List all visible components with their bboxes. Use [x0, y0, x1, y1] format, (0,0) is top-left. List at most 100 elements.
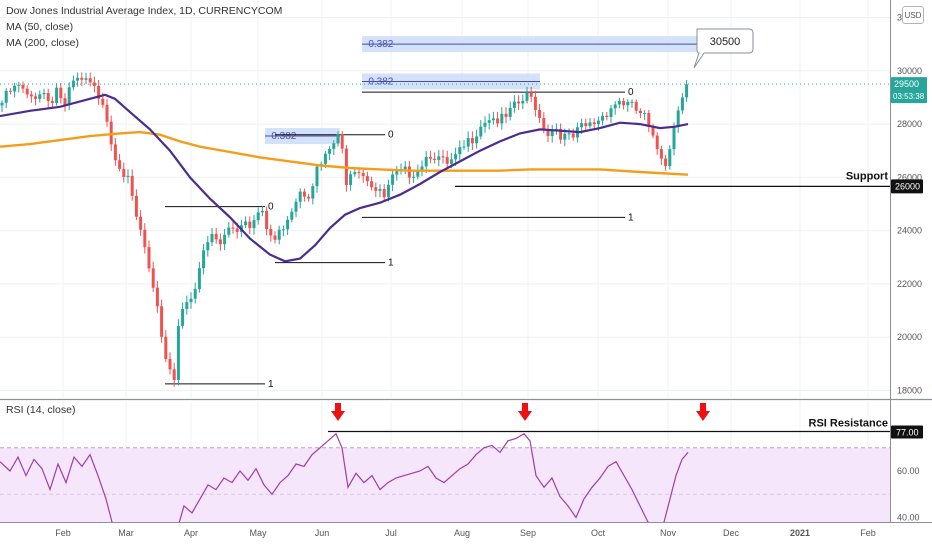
ma50-line [0, 93, 689, 263]
candle [189, 292, 193, 309]
candle [353, 168, 357, 177]
candle-body [664, 158, 668, 167]
rsi-band [0, 447, 890, 522]
candle [428, 150, 432, 164]
candle [420, 160, 424, 177]
candle [546, 124, 550, 143]
candle [370, 176, 374, 191]
candle [193, 282, 197, 304]
candle [533, 90, 537, 117]
arrow-shaft [335, 403, 341, 411]
candle [605, 112, 609, 121]
candle [685, 79, 689, 102]
currency-button[interactable]: USD [902, 6, 924, 24]
candle-body [378, 189, 382, 191]
candle-body [113, 144, 117, 161]
time-tick-label: Nov [660, 528, 677, 538]
candle-body [193, 289, 197, 299]
candle-body [273, 235, 277, 240]
candle-body [374, 187, 378, 191]
price-tick-label: 18000 [897, 386, 922, 396]
candle [437, 149, 441, 167]
candle [517, 95, 521, 111]
candle-body [365, 176, 369, 182]
candle-body [533, 96, 537, 110]
support-price-tag-text: 26000 [895, 181, 920, 191]
candle-body [189, 298, 193, 303]
candle [281, 225, 285, 237]
arrow-down-icon [331, 403, 345, 421]
candle-body [0, 102, 4, 106]
candle-body [34, 96, 38, 99]
candle-body [13, 85, 17, 92]
candle-body [470, 138, 474, 144]
time-tick-label: Sep [520, 528, 536, 538]
candle-body [315, 166, 319, 187]
candle [567, 128, 571, 140]
candle [349, 170, 353, 191]
candle [588, 118, 592, 129]
candle-body [42, 92, 46, 95]
candle-body [403, 166, 407, 170]
candle [357, 168, 361, 179]
candle-body [76, 77, 80, 81]
candle [298, 188, 302, 209]
candle [21, 81, 25, 94]
candle [126, 169, 130, 184]
candle-body [416, 170, 420, 177]
candle-body [479, 126, 483, 137]
candle-body [8, 90, 12, 92]
candle-body [454, 154, 458, 160]
fib-label: 0 [268, 202, 274, 213]
candle-body [143, 229, 147, 248]
candle-body [512, 101, 516, 108]
candle-body [147, 247, 151, 269]
candle [42, 88, 46, 99]
candle [164, 330, 168, 363]
candle-body [307, 196, 311, 199]
candle [46, 88, 50, 108]
candle [63, 93, 67, 112]
candle-body [441, 156, 445, 158]
candle [643, 110, 647, 120]
candle [554, 123, 558, 135]
candle [638, 108, 642, 119]
rsi-tick-label: 60.00 [897, 466, 920, 476]
candle [277, 225, 281, 245]
candle [601, 111, 605, 126]
candle-body [206, 242, 210, 251]
candle-body [382, 189, 386, 198]
candle [185, 295, 189, 315]
candle [92, 76, 96, 93]
candle [483, 116, 487, 133]
candle-body [46, 92, 50, 101]
candle [71, 75, 75, 91]
candle-body [265, 210, 269, 229]
candle [470, 131, 474, 150]
candle [571, 128, 575, 141]
candle-body [122, 168, 126, 177]
candle [76, 72, 80, 87]
candle [622, 98, 626, 110]
time-tick-label: Dec [723, 528, 740, 538]
candle-body [659, 149, 663, 159]
candle [407, 160, 411, 185]
fib-label: 0 [628, 87, 634, 98]
callout-bubble [693, 28, 754, 69]
candle-body [412, 176, 416, 178]
candle-body [269, 228, 273, 236]
candle-body [118, 160, 122, 169]
candle [197, 261, 201, 293]
candle-body [483, 122, 487, 127]
fib-label: 1 [388, 258, 394, 269]
candle [491, 111, 495, 125]
candle [487, 113, 491, 130]
candle-body [277, 229, 281, 240]
candle-body [475, 136, 479, 144]
candle [500, 107, 504, 130]
candle-body [244, 221, 248, 226]
candle-body [202, 250, 206, 269]
candle-body [458, 147, 462, 155]
candle-body [80, 77, 84, 80]
